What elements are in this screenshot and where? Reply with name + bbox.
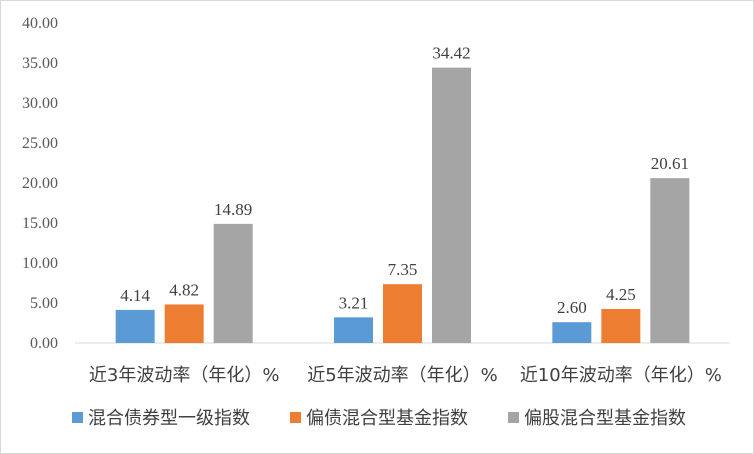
bar (432, 67, 471, 343)
y-tick-label: 30.00 (22, 95, 58, 112)
bar (115, 309, 155, 343)
y-tick-label: 25.00 (22, 135, 58, 152)
x-category-label: 近3年波动率（年化）% (89, 365, 280, 386)
x-category-label: 近10年波动率（年化）% (520, 365, 722, 386)
bar (334, 317, 373, 343)
data-label: 14.89 (214, 200, 252, 219)
bar (164, 304, 204, 343)
y-tick-label: 15.00 (22, 215, 58, 232)
y-tick-label: 5.00 (30, 295, 58, 312)
bar (650, 178, 690, 343)
bar (383, 284, 422, 343)
legend-label: 混合债券型一级指数 (88, 408, 250, 429)
data-label: 2.60 (557, 298, 587, 317)
data-label: 7.35 (388, 260, 418, 279)
bar (552, 322, 592, 343)
legend-swatch (72, 412, 83, 423)
data-label: 3.21 (339, 293, 369, 312)
legend-swatch (290, 412, 301, 423)
bar (213, 223, 253, 343)
legend-swatch (508, 412, 519, 423)
data-label: 4.25 (606, 285, 636, 304)
data-label: 34.42 (432, 44, 470, 63)
legend-label: 偏债混合型基金指数 (306, 408, 468, 429)
legend-label: 偏股混合型基金指数 (524, 408, 686, 429)
bar (601, 309, 641, 343)
data-label: 20.61 (651, 154, 689, 173)
data-label: 4.82 (169, 280, 199, 299)
y-tick-label: 40.00 (22, 15, 58, 32)
y-tick-label: 0.00 (30, 335, 58, 352)
y-tick-label: 20.00 (22, 175, 58, 192)
y-tick-label: 10.00 (22, 255, 58, 272)
y-tick-label: 35.00 (22, 55, 58, 72)
x-category-label: 近5年波动率（年化）% (307, 365, 498, 386)
data-label: 4.14 (120, 286, 150, 305)
